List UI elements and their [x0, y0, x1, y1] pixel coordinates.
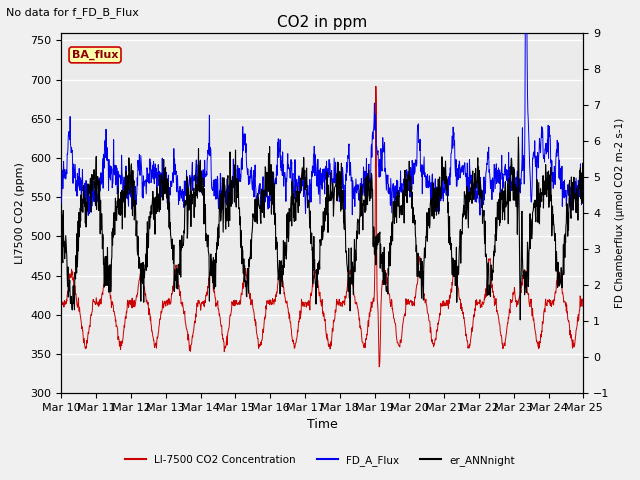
Text: No data for f_FD_B_Flux: No data for f_FD_B_Flux: [6, 7, 140, 18]
Y-axis label: FD Chamberflux (μmol CO2 m-2 s-1): FD Chamberflux (μmol CO2 m-2 s-1): [615, 118, 625, 308]
Title: CO2 in ppm: CO2 in ppm: [277, 15, 367, 30]
Text: BA_flux: BA_flux: [72, 50, 118, 60]
Y-axis label: LI7500 CO2 (ppm): LI7500 CO2 (ppm): [15, 162, 25, 264]
X-axis label: Time: Time: [307, 419, 338, 432]
Legend: LI-7500 CO2 Concentration, FD_A_Flux, er_ANNnight: LI-7500 CO2 Concentration, FD_A_Flux, er…: [121, 451, 519, 470]
